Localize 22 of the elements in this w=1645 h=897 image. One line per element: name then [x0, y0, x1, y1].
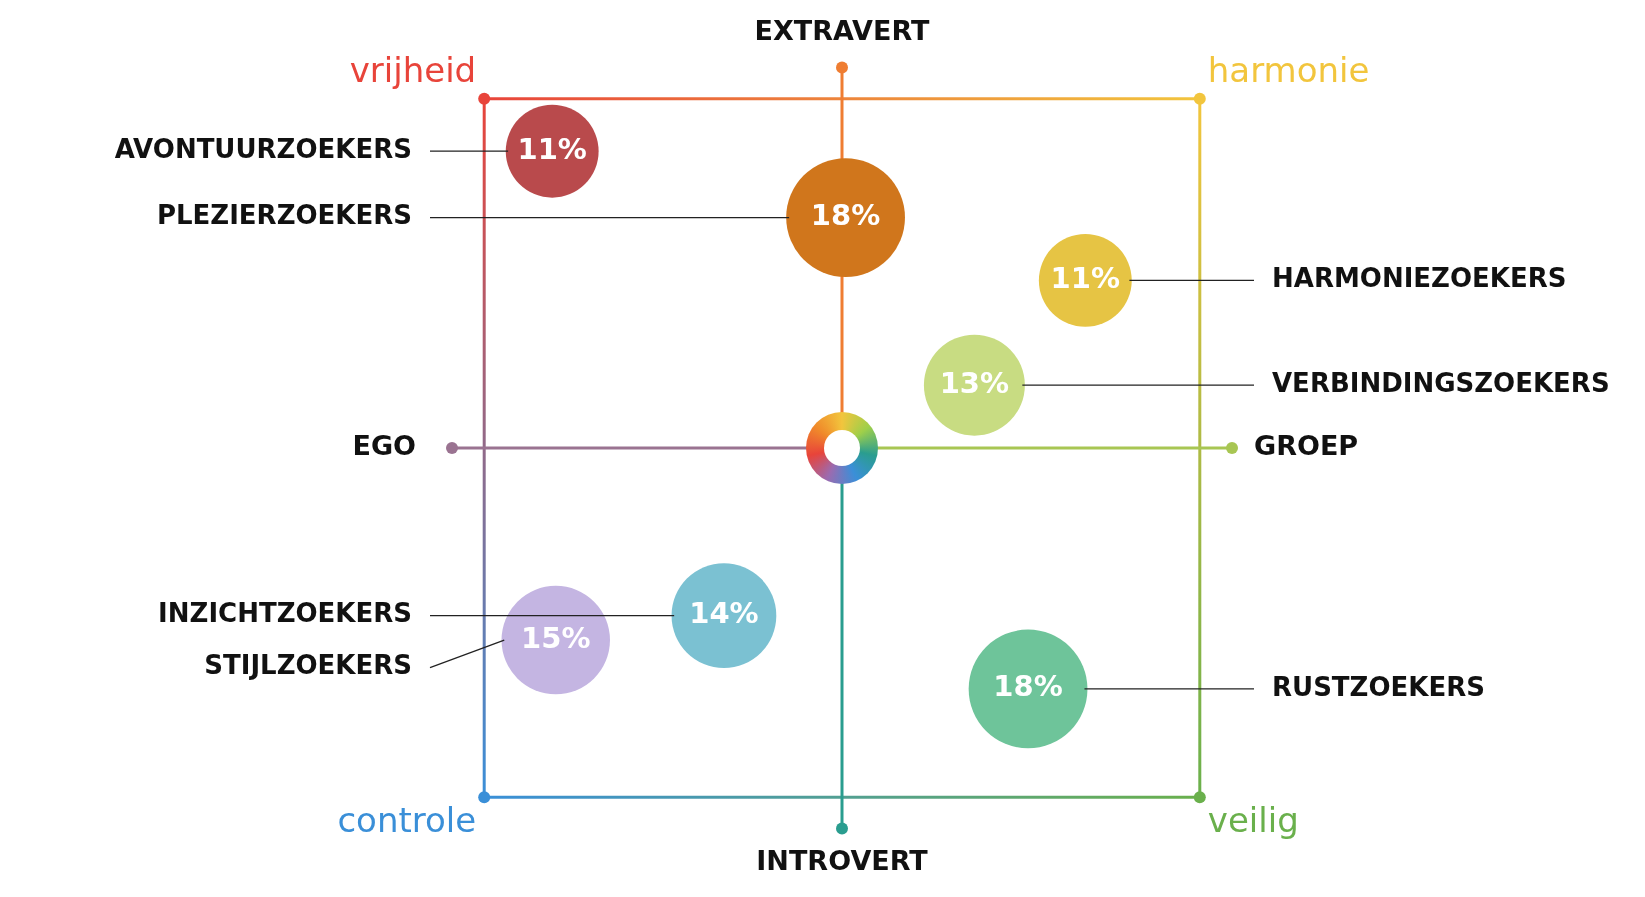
category-label: AVONTUURZOEKERS [114, 133, 412, 164]
text: harmonie [1207, 49, 1370, 90]
category-label: STIJLZOEKERS [204, 650, 412, 681]
data-label: 14% [689, 596, 759, 631]
text: EXTRAVERT [754, 15, 931, 47]
data-label: 18% [993, 669, 1063, 704]
text: INTROVERT [756, 844, 929, 876]
data-label: 11% [1050, 260, 1121, 295]
category-label: PLEZIERZOEKERS [156, 200, 412, 231]
category-label: HARMONIEZOEKERS [1272, 263, 1567, 294]
text: GROEP [1254, 430, 1359, 462]
category-label: INZICHTZOEKERS [158, 598, 412, 629]
text: vrijheid [349, 49, 477, 90]
data-label: 13% [939, 365, 1010, 400]
text: controle [337, 800, 477, 841]
data-label: 11% [517, 131, 587, 166]
data-label: 18% [810, 198, 881, 233]
text: EGO [352, 430, 416, 462]
category-label: VERBINDINGSZOEKERS [1272, 367, 1610, 398]
text: veilig [1207, 800, 1299, 841]
category-label: RUSTZOEKERS [1272, 671, 1485, 702]
data-label: 15% [521, 620, 591, 655]
